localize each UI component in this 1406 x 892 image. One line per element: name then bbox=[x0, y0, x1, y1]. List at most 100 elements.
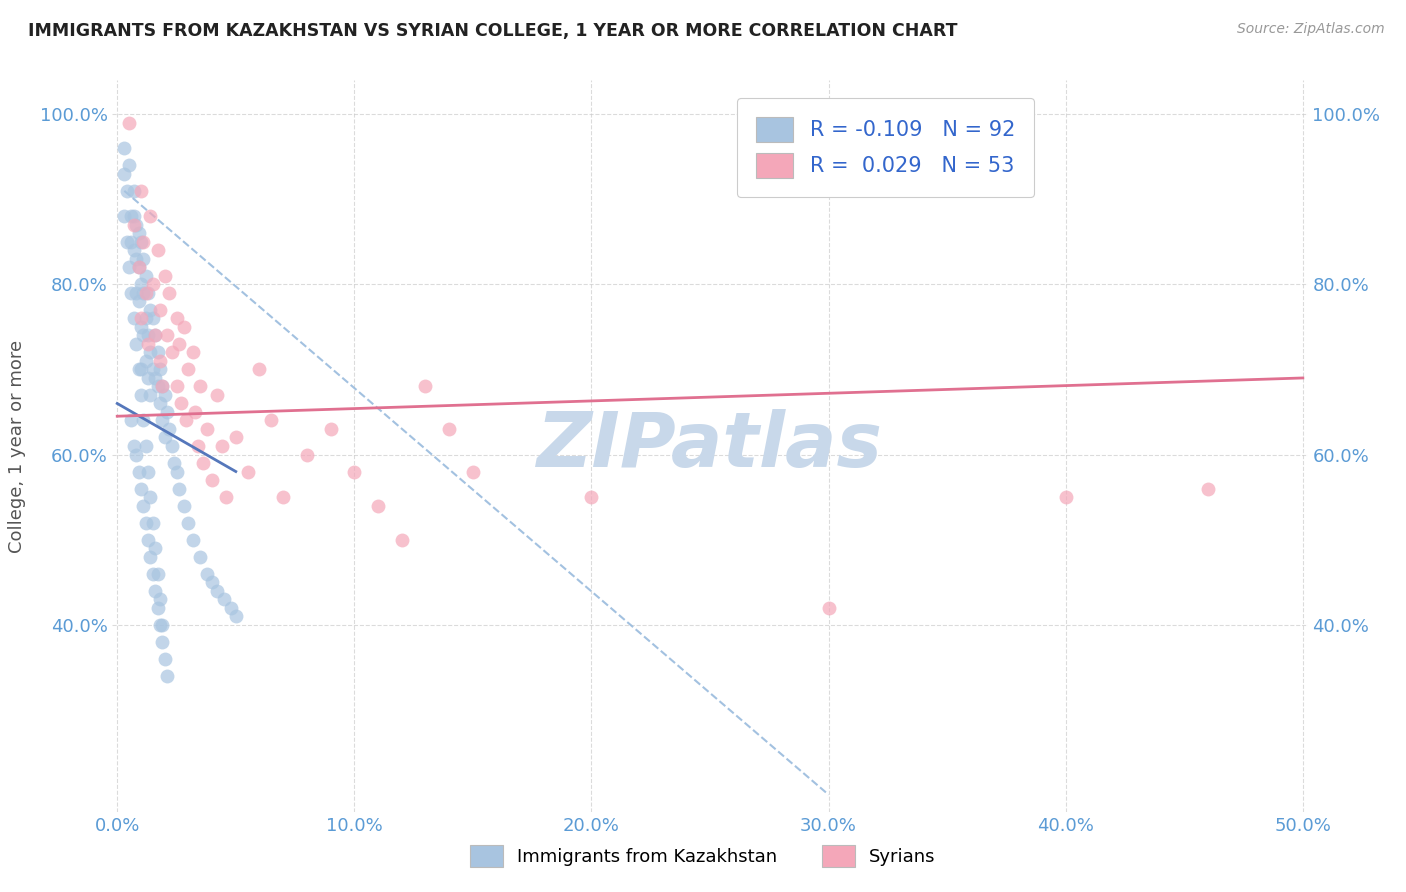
Point bbox=[260, 413, 283, 427]
Point bbox=[205, 388, 228, 402]
Legend: R = -0.109   N = 92, R =  0.029   N = 53: R = -0.109 N = 92, R = 0.029 N = 53 bbox=[737, 98, 1035, 197]
Point bbox=[129, 277, 152, 292]
Point bbox=[170, 396, 193, 410]
Point bbox=[150, 379, 173, 393]
Y-axis label: College, 1 year or more: College, 1 year or more bbox=[7, 340, 25, 552]
Point bbox=[129, 235, 152, 249]
Point bbox=[143, 541, 166, 555]
Point bbox=[160, 439, 183, 453]
Point bbox=[132, 499, 155, 513]
Point bbox=[146, 345, 169, 359]
Point bbox=[163, 456, 186, 470]
Point bbox=[391, 533, 413, 547]
Point bbox=[177, 362, 200, 376]
Point bbox=[129, 482, 152, 496]
Point bbox=[118, 116, 141, 130]
Point bbox=[188, 379, 211, 393]
Point bbox=[129, 320, 152, 334]
Point bbox=[129, 311, 152, 326]
Point bbox=[236, 465, 259, 479]
Point bbox=[122, 439, 145, 453]
Point bbox=[115, 184, 138, 198]
Point bbox=[135, 311, 157, 326]
Point bbox=[187, 439, 209, 453]
Point bbox=[132, 285, 155, 300]
Point bbox=[120, 413, 142, 427]
Text: IMMIGRANTS FROM KAZAKHSTAN VS SYRIAN COLLEGE, 1 YEAR OR MORE CORRELATION CHART: IMMIGRANTS FROM KAZAKHSTAN VS SYRIAN COL… bbox=[28, 22, 957, 40]
Point bbox=[149, 617, 172, 632]
Point bbox=[167, 337, 190, 351]
Point bbox=[135, 516, 157, 530]
Point bbox=[136, 337, 159, 351]
Point bbox=[166, 311, 188, 326]
Point bbox=[132, 252, 155, 266]
Point bbox=[817, 600, 839, 615]
Point bbox=[139, 388, 162, 402]
Point bbox=[139, 345, 162, 359]
Point bbox=[118, 260, 141, 275]
Point bbox=[146, 244, 169, 258]
Point bbox=[143, 583, 166, 598]
Point bbox=[112, 210, 135, 224]
Point bbox=[150, 617, 173, 632]
Point bbox=[160, 345, 183, 359]
Point bbox=[249, 362, 271, 376]
Point bbox=[150, 413, 173, 427]
Point bbox=[142, 362, 165, 376]
Point bbox=[122, 244, 145, 258]
Point bbox=[212, 592, 235, 607]
Point bbox=[367, 499, 389, 513]
Point bbox=[271, 490, 294, 504]
Point bbox=[122, 218, 145, 232]
Legend: Immigrants from Kazakhstan, Syrians: Immigrants from Kazakhstan, Syrians bbox=[463, 838, 943, 874]
Point bbox=[153, 268, 176, 283]
Point bbox=[125, 448, 148, 462]
Point bbox=[139, 302, 162, 317]
Point bbox=[125, 337, 148, 351]
Point bbox=[115, 235, 138, 249]
Point bbox=[132, 328, 155, 343]
Point bbox=[177, 516, 200, 530]
Point bbox=[150, 634, 173, 648]
Point bbox=[128, 362, 150, 376]
Point bbox=[415, 379, 437, 393]
Point bbox=[129, 388, 152, 402]
Point bbox=[195, 566, 218, 581]
Point bbox=[142, 311, 165, 326]
Point bbox=[149, 354, 172, 368]
Point bbox=[581, 490, 603, 504]
Point bbox=[173, 320, 195, 334]
Point bbox=[167, 482, 190, 496]
Point bbox=[136, 533, 159, 547]
Point bbox=[136, 328, 159, 343]
Point bbox=[146, 566, 169, 581]
Point bbox=[139, 490, 162, 504]
Text: ZIPatlas: ZIPatlas bbox=[537, 409, 883, 483]
Point bbox=[135, 268, 157, 283]
Point bbox=[135, 354, 157, 368]
Point bbox=[343, 465, 366, 479]
Point bbox=[129, 362, 152, 376]
Point bbox=[1197, 482, 1219, 496]
Point bbox=[225, 430, 247, 444]
Point bbox=[122, 184, 145, 198]
Point bbox=[128, 227, 150, 241]
Point bbox=[136, 371, 159, 385]
Point bbox=[319, 422, 342, 436]
Point bbox=[149, 592, 172, 607]
Point bbox=[129, 184, 152, 198]
Point bbox=[188, 549, 211, 564]
Point bbox=[142, 516, 165, 530]
Point bbox=[295, 448, 318, 462]
Point bbox=[181, 533, 204, 547]
Point bbox=[128, 465, 150, 479]
Point bbox=[146, 379, 169, 393]
Point bbox=[157, 285, 180, 300]
Point bbox=[128, 260, 150, 275]
Point bbox=[174, 413, 197, 427]
Point bbox=[125, 285, 148, 300]
Point bbox=[135, 439, 157, 453]
Point bbox=[136, 285, 159, 300]
Point bbox=[181, 345, 204, 359]
Point bbox=[120, 235, 142, 249]
